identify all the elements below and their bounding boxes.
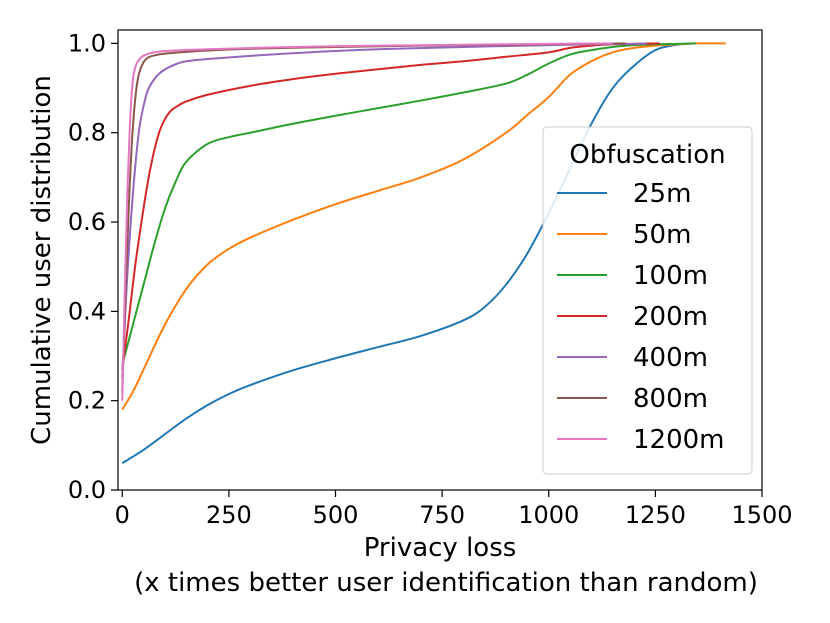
legend-items: 25m 50m 100m 200m 400m 800m 1200m bbox=[557, 179, 725, 455]
x-tick-label: 500 bbox=[313, 501, 359, 529]
x-tick-label: 1500 bbox=[731, 501, 792, 529]
y-tick-label: 0.6 bbox=[68, 208, 106, 236]
y-tick-label: 0.0 bbox=[68, 476, 106, 504]
legend-label-100m: 100m bbox=[633, 261, 708, 291]
x-tick-label: 1250 bbox=[625, 501, 686, 529]
legend-label-200m: 200m bbox=[633, 302, 708, 332]
legend-label-1200m: 1200m bbox=[633, 425, 725, 455]
legend-label-50m: 50m bbox=[633, 220, 691, 250]
x-tick-label: 0 bbox=[115, 501, 130, 529]
legend-label-25m: 25m bbox=[633, 179, 691, 209]
x-ticks: 0 250 500 750 1000 1250 1500 bbox=[115, 490, 793, 529]
y-tick-label: 0.4 bbox=[68, 297, 106, 325]
y-tick-label: 0.8 bbox=[68, 119, 106, 147]
series-line-25m bbox=[121, 42, 699, 465]
series-line-1200m bbox=[121, 42, 613, 401]
y-tick-label: 0.2 bbox=[68, 387, 106, 415]
series-line-50m bbox=[121, 42, 726, 411]
legend-box bbox=[542, 126, 753, 475]
legend: Obfuscation 25m 50m 100m 200m 400m 800m 1200m bbox=[542, 126, 753, 475]
x-tick-label: 750 bbox=[419, 501, 465, 529]
x-axis-label-subtitle: (x times better user identification than… bbox=[134, 568, 758, 598]
series-line-400m bbox=[121, 42, 647, 379]
x-tick-label: 1000 bbox=[518, 501, 579, 529]
legend-label-400m: 400m bbox=[633, 343, 708, 373]
lines-layer bbox=[121, 42, 726, 465]
y-tick-label: 1.0 bbox=[68, 29, 106, 57]
y-axis-label: Cumulative user distribution bbox=[27, 75, 57, 445]
x-tick-label: 250 bbox=[206, 501, 252, 529]
series-line-100m bbox=[121, 42, 696, 366]
plot-frame bbox=[117, 29, 763, 491]
x-axis-label: Privacy loss bbox=[364, 533, 517, 563]
y-ticks: 0.0 0.2 0.4 0.6 0.8 1.0 bbox=[68, 29, 118, 504]
legend-label-800m: 800m bbox=[633, 384, 708, 414]
series-line-200m bbox=[121, 42, 660, 370]
legend-title: Obfuscation bbox=[569, 140, 725, 170]
